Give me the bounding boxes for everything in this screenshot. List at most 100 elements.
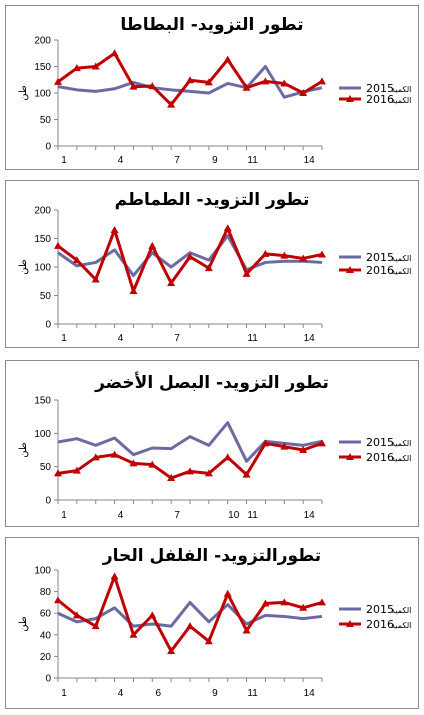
data-point-marker (299, 446, 308, 453)
x-tick-label: 11 (247, 333, 258, 344)
data-point-marker (110, 225, 119, 233)
x-tick-label: 6 (156, 688, 162, 699)
data-point-marker (261, 439, 270, 447)
x-tick-label: 4 (118, 510, 124, 521)
legend-label-1: الكمية2015 (366, 82, 411, 95)
data-point-marker (91, 62, 100, 70)
x-tick-label: 4 (118, 333, 124, 344)
y-tick-label: 100 (34, 89, 51, 100)
data-point-marker (242, 626, 251, 634)
data-point-marker (280, 442, 289, 450)
legend-label-2: الكمية2016 (366, 264, 411, 277)
data-point-marker (129, 630, 138, 638)
x-tick-label: 9 (212, 155, 218, 166)
x-tick-label: 7 (174, 510, 180, 521)
chart-title: تطور التزويد- البصل الأخضر (94, 372, 329, 393)
data-point-marker (242, 83, 251, 91)
y-tick-label: 40 (40, 630, 52, 641)
y-tick-label: 100 (34, 429, 51, 440)
y-tick-label: 50 (40, 115, 52, 126)
y-tick-label: 150 (34, 396, 51, 407)
x-tick-label: 11 (247, 688, 258, 699)
x-tick-label: 11 (247, 510, 258, 521)
y-tick-label: 80 (40, 587, 52, 598)
chart-panel-green-onion: تطور التزويد- البصل الأخضر 0 50 100 150 1 4 7 10… (5, 360, 419, 527)
chart-panel-potato: تطور التزويد- البطاطا 0 50 100 150 200 1 4 7 9 11 1… (5, 5, 419, 170)
data-point-marker (129, 459, 138, 467)
data-point-marker (204, 78, 213, 86)
data-point-marker (129, 82, 138, 90)
data-point-marker (223, 55, 232, 63)
x-tick-label: 1 (61, 510, 67, 521)
x-tick-label: 7 (174, 333, 180, 344)
chart-title: تطورالتزويد- الفلفل الحار (102, 546, 321, 566)
x-tick-label: 14 (304, 510, 316, 521)
data-point-marker (129, 286, 138, 294)
x-tick-label: 14 (304, 688, 316, 699)
x-tick-label: 1 (61, 688, 67, 699)
data-point-marker (91, 453, 100, 461)
data-point-marker (148, 611, 157, 619)
y-tick-label: 200 (34, 206, 51, 217)
data-point-marker (148, 460, 157, 468)
data-point-marker (54, 469, 62, 477)
series-line-2 (57, 574, 323, 653)
legend-label-1: الكمية2015 (366, 436, 411, 449)
y-tick-label: 0 (45, 142, 51, 153)
y-tick-label: 150 (34, 62, 51, 73)
data-point-marker (318, 77, 326, 85)
data-point-marker (242, 470, 251, 478)
data-point-marker (91, 622, 100, 630)
data-point-marker (167, 647, 176, 654)
x-tick-label: 4 (118, 155, 124, 166)
legend-marker (346, 620, 354, 627)
chart-panel-hot-pepper: تطورالتزويد- الفلفل الحار 0 20 40 60 80 100 1 4 6… (5, 537, 419, 709)
y-axis-label: طن (18, 442, 29, 458)
data-point-marker (280, 79, 289, 87)
data-point-marker (242, 269, 251, 277)
x-tick-label: 14 (304, 155, 316, 166)
x-tick-label: 11 (247, 155, 258, 166)
y-tick-label: 150 (34, 234, 51, 245)
data-point-marker (261, 249, 270, 257)
y-tick-label: 100 (34, 566, 51, 577)
y-axis-label: طن (18, 85, 29, 101)
y-tick-label: 50 (40, 462, 52, 473)
chart-panel-tomato: تطور التزويد- الطماطم 0 50 100 150 200 1 4 7 11 14… (5, 180, 419, 348)
y-tick-label: 100 (34, 263, 51, 274)
data-point-marker (148, 82, 157, 90)
data-point-marker (299, 254, 308, 262)
data-point-marker (299, 89, 308, 96)
chart-title: تطور التزويد- الطماطم (115, 190, 310, 210)
data-point-marker (204, 469, 213, 477)
data-point-marker (186, 252, 194, 260)
legend-label-2: الكمية2016 (366, 618, 411, 631)
y-tick-label: 0 (45, 674, 51, 685)
data-point-marker (110, 49, 119, 57)
x-tick-label: 4 (118, 688, 124, 699)
data-point-marker (204, 264, 213, 272)
data-point-marker (72, 611, 81, 619)
y-axis-label: طن (18, 259, 29, 275)
data-point-marker (167, 100, 176, 108)
data-point-marker (167, 278, 176, 286)
data-point-marker (318, 598, 326, 606)
data-point-marker (186, 76, 194, 84)
legend-label-1: الكمية2015 (366, 603, 411, 616)
data-point-marker (261, 599, 270, 607)
legend-label-2: الكمية2016 (366, 93, 411, 106)
series-line-1 (57, 65, 323, 99)
x-tick-label: 9 (212, 688, 218, 699)
data-point-marker (318, 250, 326, 258)
x-tick-label: 1 (61, 333, 67, 344)
legend-label-1: الكمية2015 (366, 251, 411, 264)
data-point-marker (110, 572, 119, 580)
data-point-marker (186, 622, 194, 630)
data-point-marker (54, 596, 62, 604)
legend-marker (346, 266, 354, 273)
y-tick-label: 20 (40, 652, 52, 663)
data-point-marker (72, 256, 81, 264)
data-point-marker (186, 467, 194, 475)
